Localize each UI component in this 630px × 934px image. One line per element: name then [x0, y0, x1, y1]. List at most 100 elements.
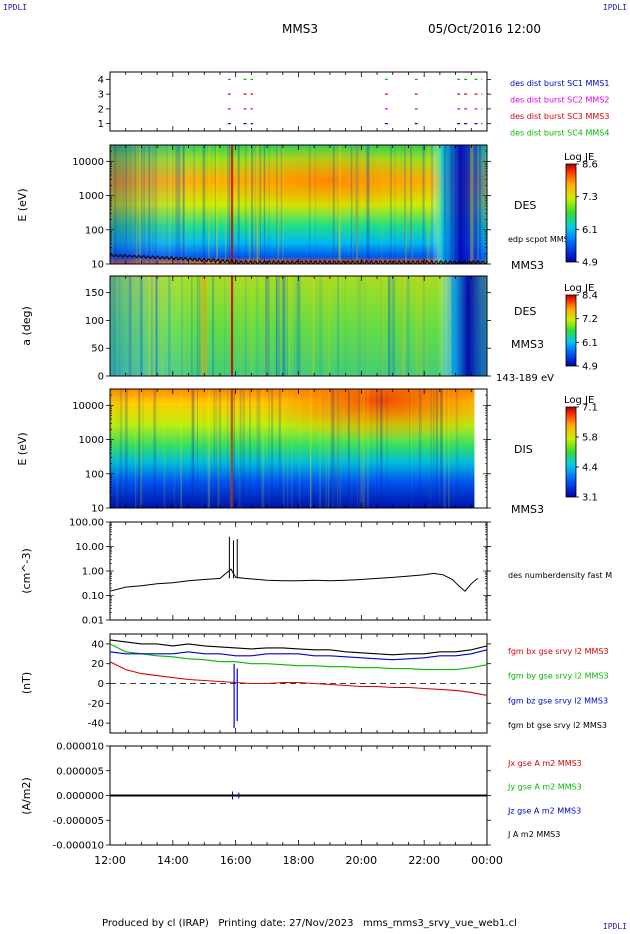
- des-energy-colorbar: [565, 163, 577, 263]
- dis-energy-texture: [267, 389, 270, 508]
- des-pitch-texture: [129, 276, 131, 376]
- dis-energy-texture: [357, 389, 360, 508]
- burst-legend-entry: des dist burst SC3 MMS3: [510, 112, 609, 121]
- dis-energy-texture: [287, 389, 289, 508]
- bfield-legend-entry: fgm by gse srvy l2 MMS3: [508, 672, 609, 681]
- des-pitch-texture: [426, 276, 428, 376]
- dis-energy-texture: [411, 389, 413, 508]
- bfield-ylabel: (nT): [20, 672, 33, 694]
- density-ytick-label: 1.00: [82, 567, 104, 578]
- burst-panel-frame: [109, 71, 488, 132]
- dis-energy-texture: [337, 389, 339, 508]
- des-pitch-texture: [317, 276, 319, 376]
- des-energy-texture: [250, 145, 254, 264]
- des-pitch-texture: [201, 276, 203, 376]
- x-axis-tick-label: 20:00: [345, 854, 377, 867]
- dis-energy-hot-region: [110, 389, 487, 508]
- dis-energy-texture: [332, 389, 335, 508]
- des-pitch-texture: [443, 276, 445, 376]
- bfield-legend-entry: fgm bx gse srvy l2 MMS3: [508, 647, 609, 656]
- des-energy-texture: [337, 145, 340, 264]
- des-pitch-texture: [265, 276, 268, 376]
- des-energy-texture: [460, 145, 463, 264]
- des-pitch-texture: [223, 276, 225, 376]
- des-energy-texture: [456, 145, 458, 264]
- dis-energy-texture: [359, 389, 363, 508]
- density-ytick-label: 100.00: [69, 518, 104, 529]
- des-pitch-texture: [282, 276, 286, 376]
- des-energy-texture: [111, 145, 114, 264]
- footer-text: Produced by cl (IRAP) Printing date: 27/…: [102, 918, 517, 929]
- dis-energy-texture: [361, 389, 364, 508]
- des-energy-texture: [355, 145, 358, 264]
- dis-energy-texture: [138, 389, 141, 508]
- des-energy-texture: [462, 145, 464, 264]
- des-pitch-time-variation: [110, 276, 487, 376]
- des-pitch-texture: [423, 276, 425, 376]
- des-pitch-ytick-label: 100: [85, 316, 104, 327]
- burst-legend-entry: des dist burst SC2 MMS2: [510, 96, 609, 105]
- des-energy-texture: [400, 145, 402, 264]
- des-pitch-texture: [168, 276, 171, 376]
- des-pitch-texture: [392, 276, 396, 376]
- bfield-legend-entry: fgm bz gse srvy l2 MMS3: [508, 696, 608, 705]
- des-energy-texture: [351, 145, 354, 264]
- bfield-ytick-label: 20: [91, 659, 104, 670]
- des-pitch-texture: [391, 276, 394, 376]
- des-pitch-texture: [388, 276, 390, 376]
- des-pitch-texture: [345, 276, 347, 376]
- des-energy-texture: [166, 145, 168, 264]
- des-pitch-texture: [139, 276, 143, 376]
- burst-ytick-label: 1: [98, 119, 104, 130]
- dis-energy-texture: [180, 389, 183, 508]
- des-energy-texture: [443, 145, 445, 264]
- dis-energy-texture: [440, 389, 443, 508]
- des-pitch-colorbar: [565, 294, 577, 367]
- des-pitch-texture: [306, 276, 308, 376]
- des-pitch-texture: [357, 276, 359, 376]
- des-pitch-texture: [160, 276, 164, 376]
- des-pitch-texture: [199, 276, 202, 376]
- dis-energy-texture: [436, 389, 438, 508]
- dis-energy-texture: [122, 389, 124, 508]
- dis-energy-texture: [153, 389, 156, 508]
- des-pitch-texture: [252, 276, 254, 376]
- des-pitch-texture: [327, 276, 331, 376]
- des-pitch-texture: [294, 276, 295, 376]
- density-series-line: [109, 568, 478, 592]
- des-pitch-texture: [264, 276, 267, 376]
- des-pitch-texture: [130, 276, 132, 376]
- burst-ytick-label: 2: [98, 104, 104, 115]
- dis-energy-texture: [325, 389, 328, 508]
- corner-tag-right: IPDLI: [602, 3, 627, 12]
- dis-energy-texture: [283, 389, 285, 508]
- des-energy-colorbar-tick-label: 8.6: [582, 160, 598, 171]
- dis-energy-texture: [163, 389, 166, 508]
- dis-energy-texture: [238, 389, 241, 508]
- des-energy-texture: [472, 145, 475, 264]
- des-energy-texture: [214, 145, 216, 264]
- des-energy-texture: [216, 145, 218, 264]
- density-panel-frame: [109, 521, 488, 621]
- des-pitch-texture: [419, 276, 422, 376]
- des-energy-texture: [426, 145, 427, 264]
- dis-energy-texture: [366, 389, 369, 508]
- bfield-ytick-label: -40: [88, 719, 104, 730]
- des-pitch-texture: [119, 276, 121, 376]
- des-energy-texture: [268, 145, 270, 264]
- des-pitch-texture: [337, 276, 339, 376]
- des-energy-texture: [338, 145, 341, 264]
- des-pitch-texture: [140, 276, 142, 376]
- dis-energy-texture: [239, 389, 242, 508]
- des-pitch-texture: [452, 276, 455, 376]
- des-pitch-texture: [155, 276, 158, 376]
- des-pitch-texture: [416, 276, 418, 376]
- des-pitch-texture: [472, 276, 474, 376]
- des-pitch-texture: [403, 276, 405, 376]
- dis-energy-texture: [309, 389, 312, 508]
- dis-energy-texture: [409, 389, 410, 508]
- bfield-ytick-label: 40: [91, 639, 104, 650]
- dis-energy-texture: [258, 389, 262, 508]
- dis-energy-data-gap: [474, 389, 487, 508]
- des-energy-texture: [475, 145, 477, 264]
